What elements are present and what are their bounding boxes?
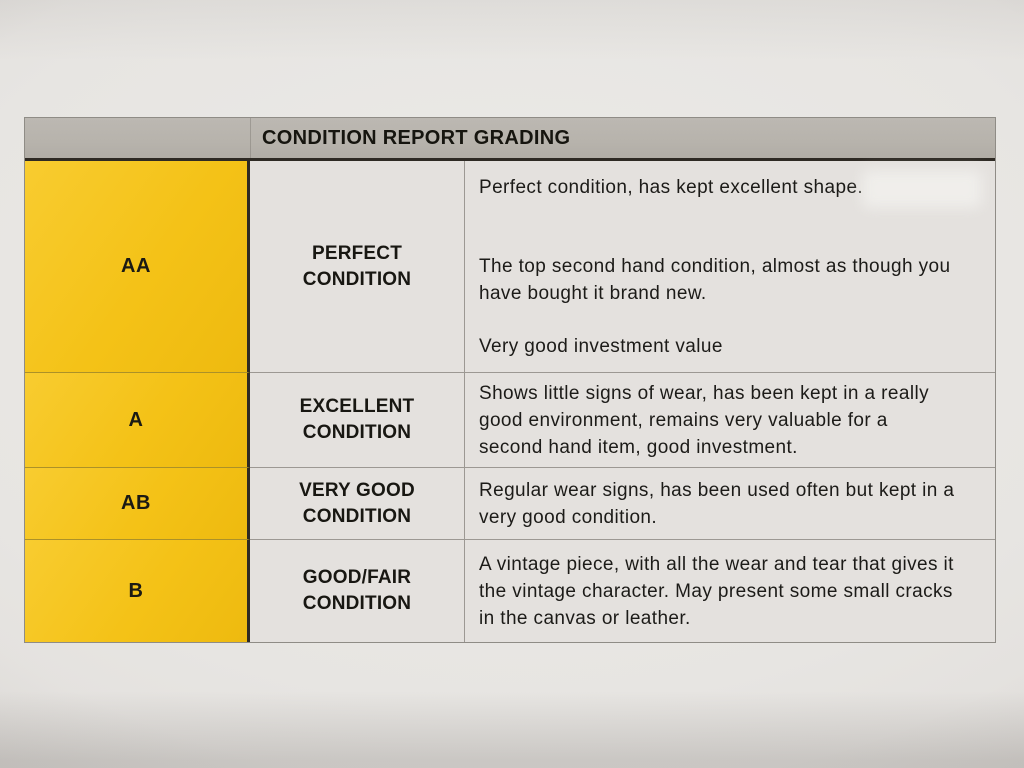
condition-name-cell: GOOD/FAIR CONDITION xyxy=(250,539,465,642)
condition-name-cell: VERY GOOD CONDITION xyxy=(250,467,465,539)
description-paragraph: The top second hand condition, almost as… xyxy=(479,256,951,304)
description-paragraph: A vintage piece, with all the wear and t… xyxy=(479,553,954,629)
table-row-a: A EXCELLENT CONDITION Shows little signs… xyxy=(25,372,995,467)
table-row-b: B GOOD/FAIR CONDITION A vintage piece, w… xyxy=(25,539,995,642)
description-paragraph: Regular wear signs, has been used often … xyxy=(479,479,955,528)
condition-name: PERFECT CONDITION xyxy=(302,242,412,290)
description-cell: Perfect condition, has kept excellent sh… xyxy=(465,161,995,372)
description-cell: Shows little signs of wear, has been kep… xyxy=(465,372,995,467)
grade-cell: A xyxy=(25,372,250,467)
grade-cell: AB xyxy=(25,467,250,539)
header-column-divider xyxy=(250,118,251,158)
grade-cell: B xyxy=(25,539,250,642)
description-paragraph: Very good investment value xyxy=(479,336,723,357)
description-paragraph: Perfect condition, has kept excellent sh… xyxy=(479,177,864,198)
condition-name: VERY GOOD CONDITION xyxy=(299,479,415,527)
description-cell: Regular wear signs, has been used often … xyxy=(465,467,995,539)
condition-name-cell: PERFECT CONDITION xyxy=(250,161,465,372)
description-paragraph: Shows little signs of wear, has been kep… xyxy=(479,382,929,458)
description-cell: A vintage piece, with all the wear and t… xyxy=(465,539,995,642)
condition-name-cell: EXCELLENT CONDITION xyxy=(250,372,465,467)
condition-name: GOOD/FAIR CONDITION xyxy=(302,567,412,614)
table-title: CONDITION REPORT GRADING xyxy=(262,127,571,149)
table-row-ab: AB VERY GOOD CONDITION Regular wear sign… xyxy=(25,467,995,539)
grade-cell: AA xyxy=(25,161,250,372)
table-header: CONDITION REPORT GRADING xyxy=(25,118,995,161)
table-row-aa: AA PERFECT CONDITION Perfect condition, … xyxy=(25,161,995,372)
condition-grading-table: CONDITION REPORT GRADING AA PERFECT COND… xyxy=(24,117,996,643)
condition-name: EXCELLENT CONDITION xyxy=(299,396,415,443)
